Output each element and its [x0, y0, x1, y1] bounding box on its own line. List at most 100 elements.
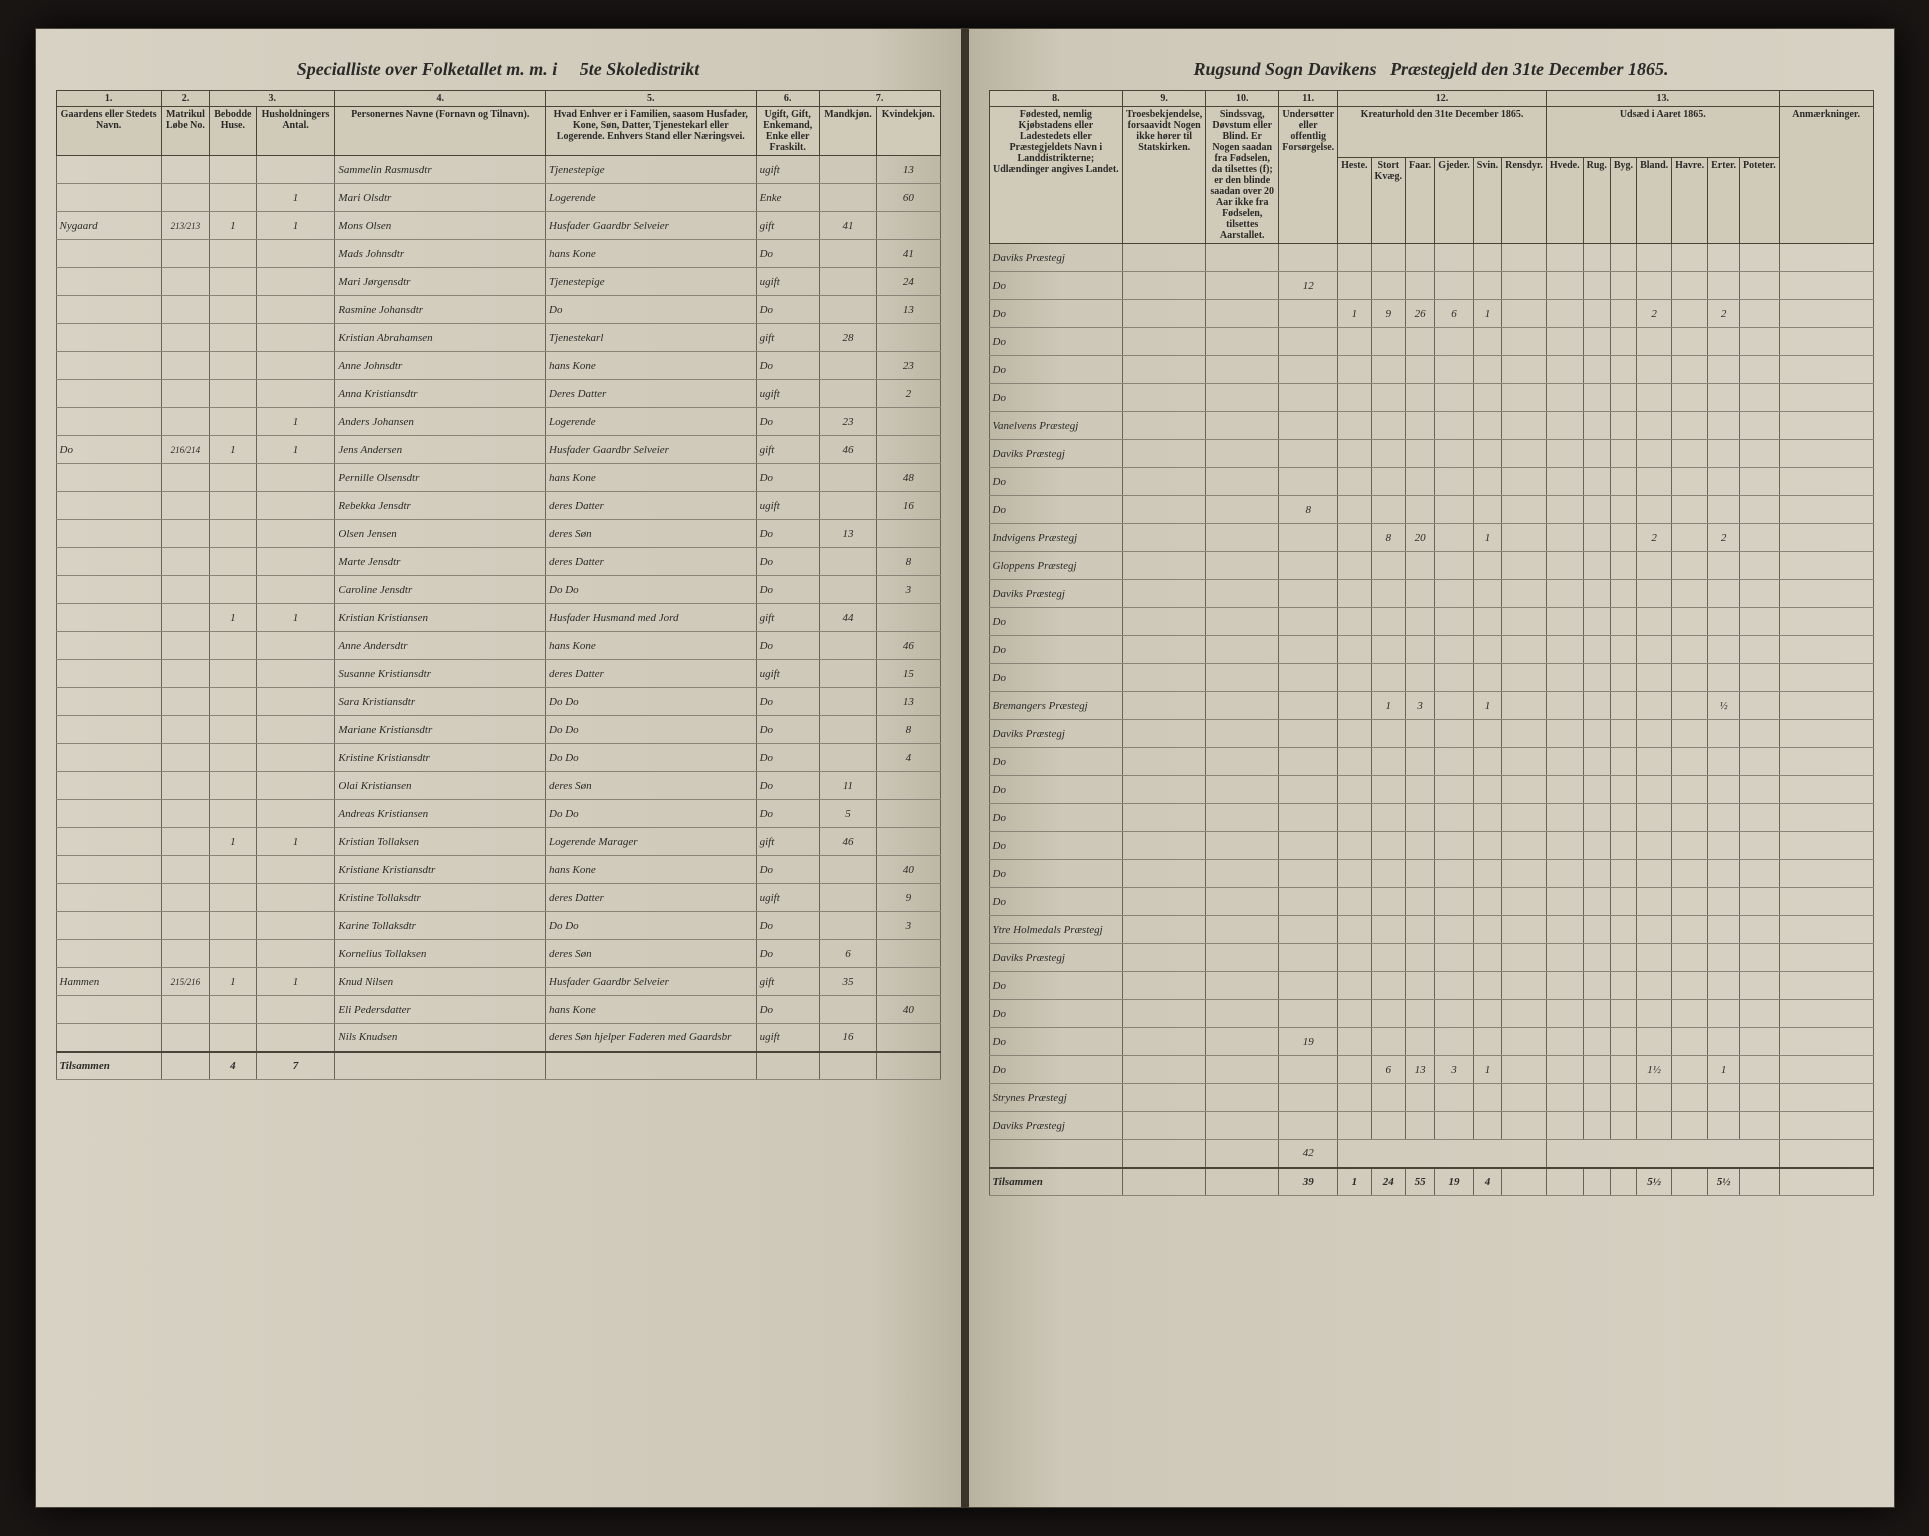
header-troes: Troesbekjendelse, forsaavidt Nogen ikke …	[1123, 107, 1206, 244]
table-row: Kristine Tollaksdtrderes Datterugift9	[56, 884, 940, 912]
k2: Faar.	[1406, 157, 1435, 243]
table-row: Gloppens Præstegj	[989, 552, 1873, 580]
footer-c3a: 4	[210, 1052, 257, 1080]
colnum-11: 11.	[1279, 91, 1338, 107]
table-row: Pernille Olsensdtrhans KoneDo48	[56, 464, 940, 492]
k0: Heste.	[1338, 157, 1371, 243]
k5: Rensdyr.	[1502, 157, 1547, 243]
table-row: Daviks Præstegj	[989, 720, 1873, 748]
table-row: Anna KristiansdtrDeres Datterugift2	[56, 380, 940, 408]
table-row: Vanelvens Præstegj	[989, 412, 1873, 440]
table-row: Susanne Kristiansdtrderes Datterugift15	[56, 660, 940, 688]
census-book: Specialliste over Folketallet m. m. i 5t…	[35, 28, 1895, 1508]
table-row: Daviks Præstegj	[989, 244, 1873, 272]
right-page: Rugsund Sogn Davikens Præstegjeld den 31…	[965, 28, 1895, 1508]
header-gaard: Gaardens eller Stedets Navn.	[56, 107, 161, 156]
footer-tilsammen-left: Tilsammen	[56, 1052, 161, 1080]
table-row: Ytre Holmedals Præstegj	[989, 916, 1873, 944]
u6: Poteter.	[1740, 157, 1780, 243]
table-row: Do	[989, 804, 1873, 832]
table-row: Do19	[989, 1028, 1873, 1056]
table-row: Do	[989, 748, 1873, 776]
header-kvinde: Kvindekjøn.	[877, 107, 940, 156]
fu3: 5½	[1637, 1168, 1672, 1196]
header-navn: Personernes Navne (Fornavn og Tilnavn).	[335, 107, 546, 156]
right-page-title: Rugsund Sogn Davikens Præstegjeld den 31…	[989, 59, 1874, 80]
table-row: Mariane KristiansdtrDo DoDo8	[56, 716, 940, 744]
footer-c11: 39	[1279, 1168, 1338, 1196]
fu2	[1610, 1168, 1636, 1196]
header-matrikul: Matrikul Løbe No.	[161, 107, 209, 156]
fk5	[1502, 1168, 1547, 1196]
census-table-right: 8. 9. 10. 11. 12. 13. Fødested, nemlig K…	[989, 90, 1874, 1196]
table-row: Olai Kristiansenderes SønDo11	[56, 772, 940, 800]
colnum-5: 5.	[546, 91, 757, 107]
table-row: Bremangers Præstegj131½	[989, 692, 1873, 720]
table-row: Do	[989, 776, 1873, 804]
header-huse: Bebodde Huse.	[210, 107, 257, 156]
table-row: Anne Johnsdtrhans KoneDo23	[56, 352, 940, 380]
table-row: Eli Pedersdatterhans KoneDo40	[56, 996, 940, 1024]
fk0: 1	[1338, 1168, 1371, 1196]
table-row: Nils Knudsenderes Søn hjelper Faderen me…	[56, 1024, 940, 1052]
header-left-text: Specialliste over Folketallet m. m. i	[297, 59, 557, 79]
table-row: Strynes Præstegj	[989, 1084, 1873, 1112]
table-row: Daviks Præstegj	[989, 580, 1873, 608]
fk1: 24	[1371, 1168, 1406, 1196]
table-row: Daviks Præstegj	[989, 1112, 1873, 1140]
fk2: 55	[1406, 1168, 1435, 1196]
table-row: Do12	[989, 272, 1873, 300]
table-row: Do	[989, 328, 1873, 356]
table-row: Sammelin RasmusdtrTjenestepigeugift13	[56, 156, 940, 184]
table-row: Kristian AbrahamsenTjenestekarlgift28	[56, 324, 940, 352]
fk4: 4	[1473, 1168, 1501, 1196]
u2: Byg.	[1610, 157, 1636, 243]
footer-c3b: 7	[256, 1052, 335, 1080]
table-row: Rebekka Jensdtrderes Datterugift16	[56, 492, 940, 520]
header-date: Præstegjeld den 31te December 1865.	[1390, 59, 1668, 79]
fu0	[1546, 1168, 1583, 1196]
table-row: Do	[989, 972, 1873, 1000]
table-row: Daviks Præstegj	[989, 440, 1873, 468]
table-row: Caroline JensdtrDo DoDo3	[56, 576, 940, 604]
table-row: Do	[989, 888, 1873, 916]
k4: Svin.	[1473, 157, 1501, 243]
table-row: Marte Jensdtrderes DatterDo8	[56, 548, 940, 576]
footer-c11-top: 42	[1279, 1140, 1338, 1168]
table-row: Anne Andersdtrhans KoneDo46	[56, 632, 940, 660]
table-row: 11Kristian KristiansenHusfader Husmand m…	[56, 604, 940, 632]
table-row: 11Kristian TollaksenLogerende Maragergif…	[56, 828, 940, 856]
table-row: Kristine KristiansdtrDo DoDo4	[56, 744, 940, 772]
fk3: 19	[1435, 1168, 1474, 1196]
colnum-4: 4.	[335, 91, 546, 107]
colnum-1: 1.	[56, 91, 161, 107]
colnum-9: 9.	[1123, 91, 1206, 107]
table-row: Nygaard213/21311Mons OlsenHusfader Gaard…	[56, 212, 940, 240]
table-row: Rasmine JohansdtrDoDo13	[56, 296, 940, 324]
colnum-3: 3.	[210, 91, 335, 107]
table-row: 1Anders JohansenLogerendeDo23	[56, 408, 940, 436]
k3: Gjeder.	[1435, 157, 1474, 243]
colnum-12: 12.	[1338, 91, 1547, 107]
header-hush: Husholdningers Antal.	[256, 107, 335, 156]
table-row: Do216/21411Jens AndersenHusfader Gaardbr…	[56, 436, 940, 464]
header-anm: Anmærkninger.	[1779, 107, 1873, 244]
table-row: Kristiane Kristiansdtrhans KoneDo40	[56, 856, 940, 884]
colnum-10: 10.	[1206, 91, 1279, 107]
header-sogn: Rugsund Sogn Davikens	[1194, 59, 1377, 79]
table-row: Do	[989, 384, 1873, 412]
header-kreatur: Kreaturhold den 31te December 1865.	[1338, 107, 1547, 158]
table-row: Daviks Præstegj	[989, 944, 1873, 972]
census-table-left: 1. 2. 3. 4. 5. 6. 7. Gaardens eller Sted…	[56, 90, 941, 1080]
header-familie: Hvad Enhver er i Familien, saasom Husfad…	[546, 107, 757, 156]
table-row: 1Mari OlsdtrLogerendeEnke60	[56, 184, 940, 212]
header-fodested: Fødested, nemlig Kjøbstadens eller Lades…	[989, 107, 1123, 244]
left-page: Specialliste over Folketallet m. m. i 5t…	[35, 28, 965, 1508]
colnum-6: 6.	[756, 91, 819, 107]
u0: Hvede.	[1546, 157, 1583, 243]
u5: Erter.	[1708, 157, 1740, 243]
u3: Bland.	[1637, 157, 1672, 243]
left-page-title: Specialliste over Folketallet m. m. i 5t…	[56, 59, 941, 80]
colnum-8: 8.	[989, 91, 1123, 107]
table-row: Hammen215/21611Knud NilsenHusfader Gaard…	[56, 968, 940, 996]
